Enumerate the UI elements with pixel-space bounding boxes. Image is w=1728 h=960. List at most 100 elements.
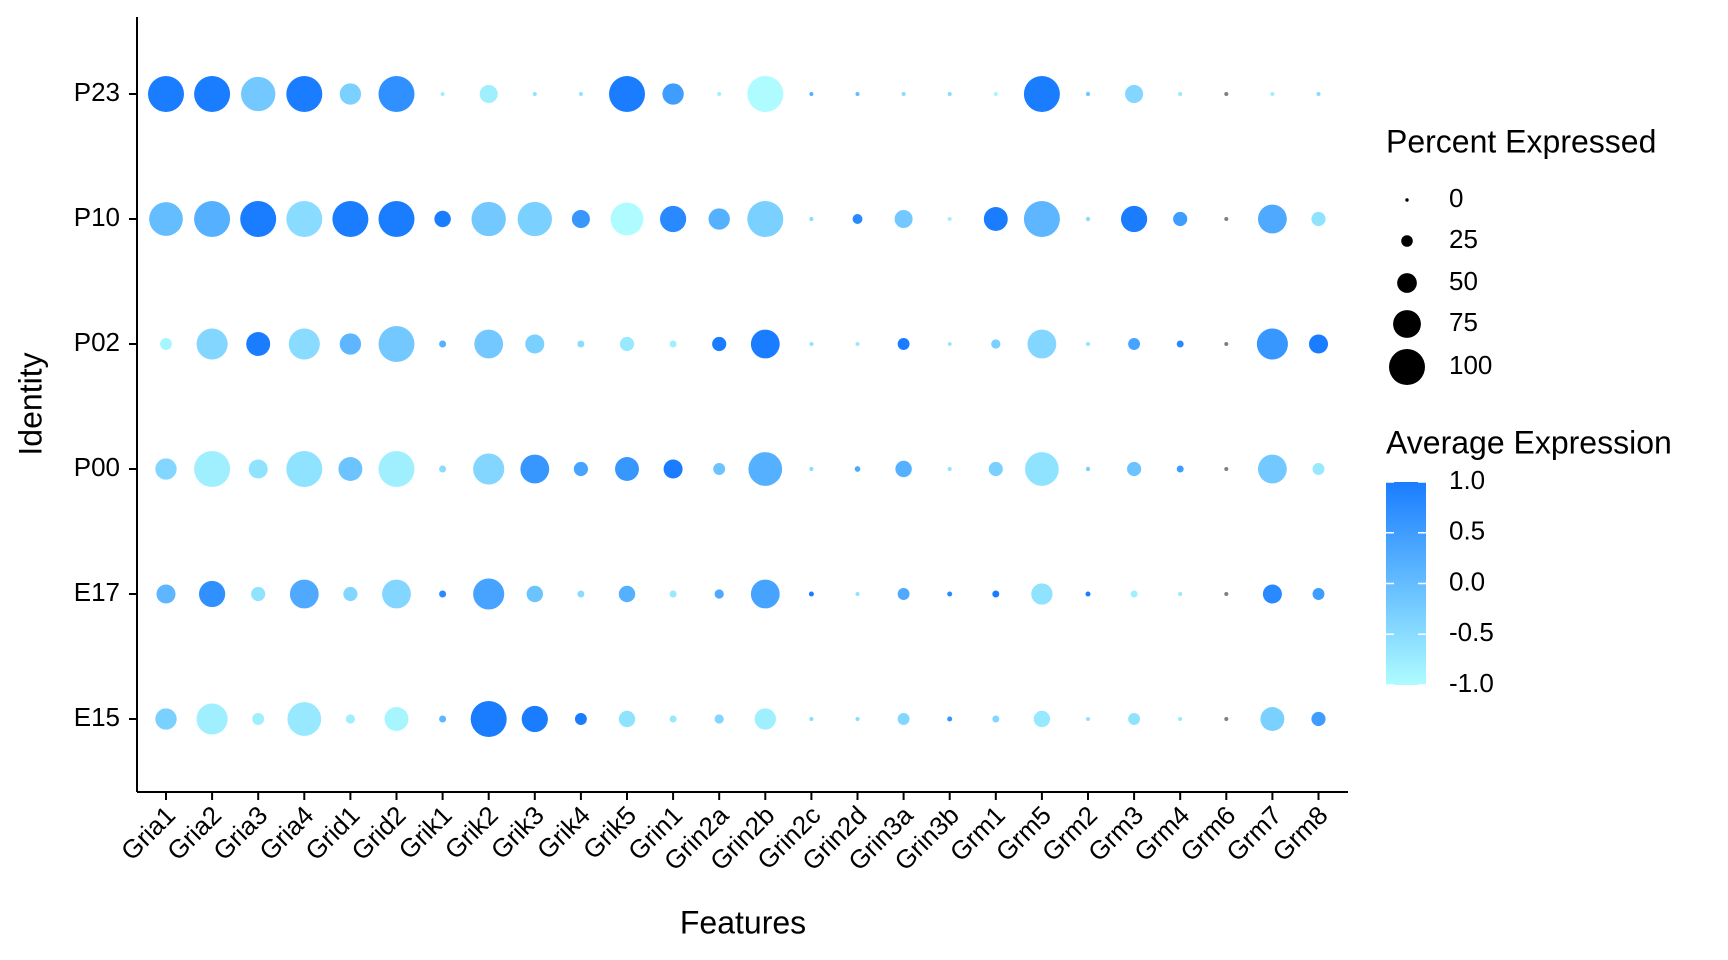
dot (669, 340, 677, 348)
y-tick-label: P10 (74, 202, 120, 232)
dot (809, 466, 814, 472)
dot (713, 463, 726, 475)
dot (610, 202, 644, 236)
dot (332, 201, 369, 237)
dot (1085, 91, 1091, 97)
dot (470, 701, 507, 737)
dot (532, 91, 537, 97)
dot (338, 457, 363, 481)
size-legend-label: 50 (1449, 266, 1478, 296)
dot (1257, 204, 1287, 234)
size-legend-key (1393, 310, 1421, 338)
dot (988, 461, 1003, 477)
dot (156, 584, 176, 604)
y-axis-title: Identity (12, 352, 48, 455)
dot (809, 341, 814, 347)
dot (286, 451, 323, 487)
dot (1127, 461, 1142, 477)
dot (149, 202, 183, 236)
dot (1130, 590, 1138, 598)
dot (194, 76, 231, 112)
size-legend-title: Percent Expressed (1386, 123, 1656, 159)
dot (809, 216, 814, 222)
dot (473, 453, 505, 485)
dot (1033, 710, 1051, 728)
x-tick-label: Grid2 (345, 800, 411, 866)
dot (1031, 583, 1053, 605)
dot (993, 91, 998, 97)
dot (1270, 91, 1275, 97)
dot (1023, 76, 1060, 112)
dot (901, 91, 906, 97)
dot (439, 715, 447, 723)
dot (855, 91, 860, 97)
dot (669, 715, 677, 723)
size-legend-label: 75 (1449, 307, 1478, 337)
dot (578, 91, 583, 97)
size-legend-key (1397, 273, 1417, 293)
dot (895, 460, 912, 478)
dot (1125, 84, 1144, 104)
dot (1085, 466, 1091, 472)
dot (525, 334, 545, 354)
dot (708, 208, 730, 230)
dot (289, 579, 319, 609)
dot (160, 338, 172, 350)
x-tick-label: Grik2 (439, 800, 504, 865)
dot (194, 451, 231, 487)
dot (1085, 591, 1091, 597)
dot (155, 708, 177, 730)
dot (1176, 465, 1184, 473)
dot (471, 201, 506, 237)
dot (1176, 340, 1184, 348)
dot (378, 76, 415, 112)
dot (714, 714, 724, 724)
size-legend-label: 100 (1449, 350, 1492, 380)
x-tick-label: Grik1 (393, 800, 458, 865)
dot (894, 209, 913, 229)
x-tick-label: Grik4 (531, 800, 596, 865)
color-legend-label: 1.0 (1449, 465, 1485, 495)
dot (439, 590, 447, 598)
size-legend-key (1401, 235, 1413, 247)
dot (517, 201, 552, 237)
dot (992, 590, 1000, 598)
y-tick-label: P23 (74, 77, 120, 107)
dot (852, 214, 863, 224)
dot (473, 578, 505, 610)
dot (669, 590, 677, 598)
dot (196, 703, 228, 735)
dot (663, 459, 683, 479)
dot (619, 336, 635, 352)
dot (618, 710, 636, 728)
dot (809, 716, 814, 722)
dot (286, 76, 323, 112)
dot (659, 205, 687, 233)
dot (947, 591, 953, 597)
dot (1256, 328, 1288, 360)
dot (287, 702, 322, 736)
y-tick-label: E15 (74, 702, 120, 732)
dot (574, 713, 587, 725)
dot (947, 91, 952, 97)
dot (748, 452, 783, 486)
dot (439, 340, 447, 348)
dot (897, 338, 910, 350)
dot (577, 340, 585, 348)
dot (251, 586, 266, 602)
dot (479, 84, 498, 104)
dot (618, 585, 636, 603)
dot (1120, 205, 1148, 233)
dot (1316, 91, 1321, 97)
dot (991, 339, 1001, 349)
dot (1257, 454, 1287, 484)
dot (947, 466, 952, 472)
color-legend-label: 0.0 (1449, 566, 1485, 596)
dot (1023, 201, 1060, 237)
dot (1178, 716, 1183, 722)
dot (897, 713, 910, 725)
dot (1173, 211, 1188, 227)
dot (339, 83, 362, 105)
dot (717, 91, 722, 97)
dot (343, 586, 358, 602)
